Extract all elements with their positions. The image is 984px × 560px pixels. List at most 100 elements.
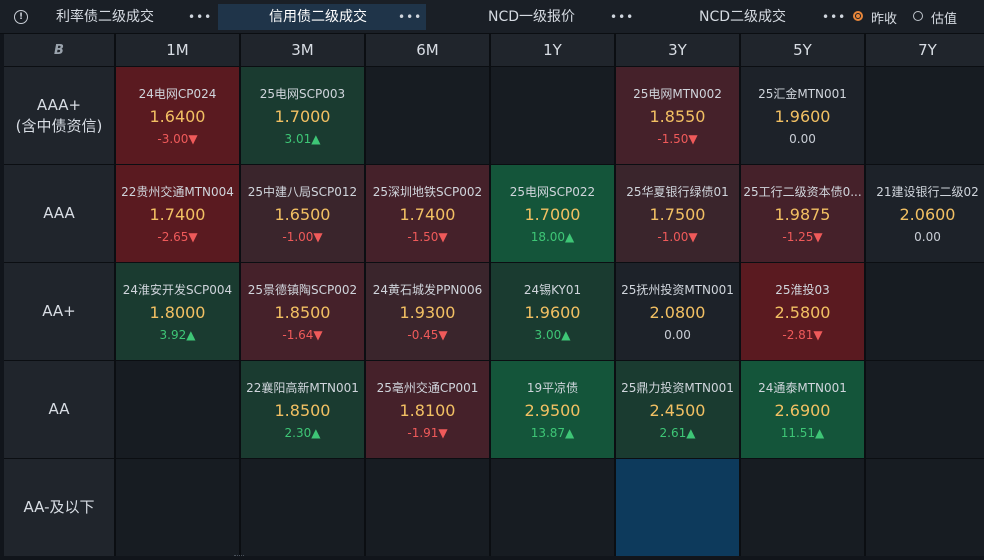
row-header: AA+: [4, 263, 114, 360]
bond-name: 24淮安开发SCP004: [122, 282, 233, 297]
yield-change-bp: -1.64▼: [282, 327, 323, 342]
bond-cell[interactable]: 21建设银行二级02 2.0600 0.00: [866, 165, 984, 262]
radio-prev-close-label[interactable]: 昨收: [871, 12, 898, 27]
bond-name: 25抚州投资MTN001: [621, 282, 734, 297]
bond-cell[interactable]: 24锡KY01 1.9600 3.00▲: [491, 263, 614, 360]
empty-cell: [866, 263, 984, 360]
more-icon[interactable]: •••: [610, 10, 635, 24]
bond-name: 25亳州交通CP001: [376, 380, 479, 395]
bond-name: 25深圳地铁SCP002: [372, 184, 483, 199]
yield-change-bp: 0.00: [789, 131, 816, 146]
compare-basis-radio-group: 昨收 估值: [852, 8, 982, 27]
column-header[interactable]: 3Y: [616, 34, 739, 66]
empty-cell: [491, 459, 614, 556]
tab-credit-secondary-trades[interactable]: 信用债二级成交 •••: [218, 4, 426, 30]
bond-cell[interactable]: 25抚州投资MTN001 2.0800 0.00: [616, 263, 739, 360]
yield-change-bp: -2.65▼: [157, 229, 198, 244]
row-header: AA-及以下: [4, 459, 114, 556]
resize-handle[interactable]: [234, 555, 244, 559]
bond-cell[interactable]: 24通泰MTN001 2.6900 11.51▲: [741, 361, 864, 458]
tab-ncd-primary-quotes[interactable]: NCD一级报价 •••: [430, 4, 640, 30]
bond-yield: 1.9875: [774, 204, 831, 224]
tab-label: 信用债二级成交: [269, 9, 367, 25]
bond-cell[interactable]: 24黄石城发PPN006 1.9300 -0.45▼: [366, 263, 489, 360]
bond-cell[interactable]: 24电网CP024 1.6400 -3.00▼: [116, 67, 239, 164]
bond-cell[interactable]: 25工行二级资本债0... 1.9875 -1.25▼: [741, 165, 864, 262]
bond-cell[interactable]: 25电网SCP003 1.7000 3.01▲: [241, 67, 364, 164]
bond-yield: 2.5800: [774, 302, 831, 322]
yield-change-bp: 0.00: [914, 229, 941, 244]
bond-yield: 1.7400: [399, 204, 456, 224]
yield-change-bp: -1.91▼: [407, 425, 448, 440]
row-header-label: AAA: [43, 204, 75, 222]
column-header[interactable]: 6M: [366, 34, 489, 66]
bond-yield: 2.9500: [524, 400, 581, 420]
more-icon[interactable]: •••: [822, 10, 847, 24]
yield-change-bp: -1.00▼: [282, 229, 323, 244]
bond-yield: 1.9600: [524, 302, 581, 322]
bond-name: 24电网CP024: [138, 86, 217, 101]
bond-cell[interactable]: 22襄阳高新MTN001 1.8500 2.30▲: [241, 361, 364, 458]
empty-cell: [741, 459, 864, 556]
bond-name: 25电网SCP003: [259, 86, 346, 101]
yield-change-bp: -1.25▼: [782, 229, 823, 244]
bond-cell[interactable]: 25鼎力投资MTN001 2.4500 2.61▲: [616, 361, 739, 458]
yield-change-bp: -0.45▼: [407, 327, 448, 342]
bond-cell[interactable]: 22贵州交通MTN004 1.7400 -2.65▼: [116, 165, 239, 262]
empty-cell: [366, 67, 489, 164]
top-tab-bar: ! 利率债二级成交 ••• 信用债二级成交 ••• NCD一级报价 ••• NC…: [0, 0, 984, 34]
bond-cell[interactable]: 25景德镇陶SCP002 1.8500 -1.64▼: [241, 263, 364, 360]
bond-yield: 2.0600: [899, 204, 956, 224]
bond-cell[interactable]: 25汇金MTN001 1.9600 0.00: [741, 67, 864, 164]
column-header[interactable]: 7Y: [866, 34, 984, 66]
bond-name: 25电网SCP022: [509, 184, 596, 199]
yield-change-bp: 11.51▲: [780, 425, 825, 440]
bond-yield: 1.7000: [274, 106, 331, 126]
bond-cell[interactable]: 25电网SCP022 1.7000 18.00▲: [491, 165, 614, 262]
tab-label: NCD二级成交: [699, 9, 787, 25]
row-header: AA: [4, 361, 114, 458]
empty-cell: [366, 459, 489, 556]
row-header-sublabel: (含中债资信): [15, 116, 103, 135]
column-header[interactable]: 3M: [241, 34, 364, 66]
tab-ncd-secondary-trades[interactable]: NCD二级成交 •••: [644, 4, 847, 30]
column-header[interactable]: 1M: [116, 34, 239, 66]
bond-cell[interactable]: 25深圳地铁SCP002 1.7400 -1.50▼: [366, 165, 489, 262]
tab-label: 利率债二级成交: [56, 9, 154, 25]
info-icon[interactable]: !: [14, 10, 28, 24]
bond-yield: 1.7400: [149, 204, 206, 224]
bond-cell[interactable]: 25亳州交通CP001 1.8100 -1.91▼: [366, 361, 489, 458]
bond-cell[interactable]: 25淮投03 2.5800 -2.81▼: [741, 263, 864, 360]
bond-yield: 1.9600: [774, 106, 831, 126]
bond-cell[interactable]: 25中建八局SCP012 1.6500 -1.00▼: [241, 165, 364, 262]
selected-cell[interactable]: [616, 459, 739, 556]
bond-cell[interactable]: 25华夏银行绿债01 1.7500 -1.00▼: [616, 165, 739, 262]
bond-yield: 1.6500: [274, 204, 331, 224]
bond-name: 24锡KY01: [523, 282, 582, 297]
bond-name: 25鼎力投资MTN001: [621, 380, 734, 395]
bond-cell[interactable]: 24淮安开发SCP004 1.8000 3.92▲: [116, 263, 239, 360]
column-header[interactable]: 1Y: [491, 34, 614, 66]
bond-cell[interactable]: 19平凉债 2.9500 13.87▲: [491, 361, 614, 458]
row-header-label: AA-及以下: [23, 498, 95, 516]
row-header: AAA: [4, 165, 114, 262]
bond-cell[interactable]: 25电网MTN002 1.8550 -1.50▼: [616, 67, 739, 164]
bond-name: 25淮投03: [775, 282, 830, 297]
bond-yield: 1.8100: [399, 400, 456, 420]
yield-change-bp: -3.00▼: [157, 131, 198, 146]
yield-change-bp: 2.30▲: [284, 425, 321, 440]
radio-prev-close[interactable]: [853, 11, 863, 21]
radio-valuation-label[interactable]: 估值: [931, 12, 958, 27]
bond-yield: 1.8500: [274, 302, 331, 322]
bond-yield: 1.8000: [149, 302, 206, 322]
more-icon[interactable]: •••: [188, 10, 213, 24]
yield-change-bp: -1.00▼: [657, 229, 698, 244]
more-icon[interactable]: •••: [398, 10, 423, 24]
bond-yield: 1.8500: [274, 400, 331, 420]
radio-valuation[interactable]: [913, 11, 923, 21]
tab-rates-secondary-trades[interactable]: 利率债二级成交 •••: [40, 4, 216, 30]
column-header[interactable]: 5Y: [741, 34, 864, 66]
empty-cell: [116, 459, 239, 556]
app-logo-icon: B: [54, 42, 64, 58]
bond-name: 25电网MTN002: [633, 86, 722, 101]
